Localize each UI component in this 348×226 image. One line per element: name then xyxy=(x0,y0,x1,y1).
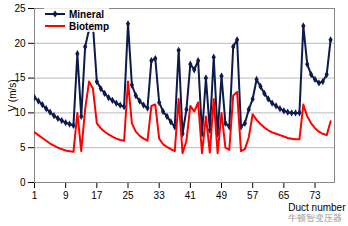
svg-text:5: 5 xyxy=(20,142,26,153)
svg-text:25: 25 xyxy=(122,190,134,201)
svg-text:15: 15 xyxy=(14,72,26,84)
svg-text:65: 65 xyxy=(278,190,290,201)
svg-text:V (m/s): V (m/s) xyxy=(7,79,18,111)
svg-text:10: 10 xyxy=(14,107,26,119)
svg-text:0: 0 xyxy=(20,177,26,188)
html-text:Biotemp: Biotemp xyxy=(69,20,109,32)
svg-text:41: 41 xyxy=(185,190,197,201)
svg-text:20: 20 xyxy=(14,38,26,49)
svg-text:Duct number: Duct number xyxy=(288,202,346,213)
svg-text:57: 57 xyxy=(247,190,259,201)
html-text:Mineral: Mineral xyxy=(69,8,104,20)
svg-text:9: 9 xyxy=(63,190,69,201)
svg-text:17: 17 xyxy=(91,190,103,201)
html-text:牛顿智变压器: 牛顿智变压器 xyxy=(288,213,342,223)
svg-text:73: 73 xyxy=(309,190,321,201)
svg-text:49: 49 xyxy=(216,190,228,201)
svg-text:33: 33 xyxy=(154,190,166,201)
svg-text:1: 1 xyxy=(32,190,38,201)
svg-text:25: 25 xyxy=(14,3,26,14)
